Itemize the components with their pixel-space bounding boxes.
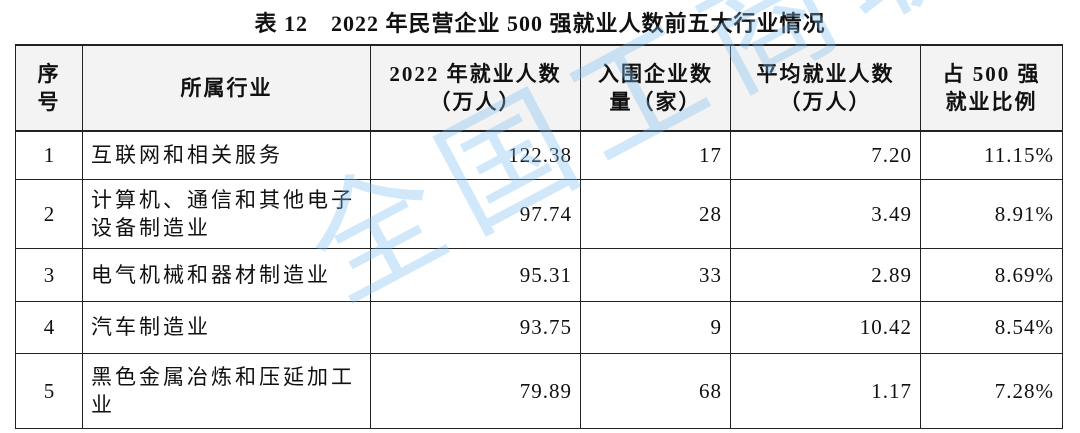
header-line: 平均就业人数: [756, 62, 895, 86]
table-cell: 互联网和相关服务: [82, 130, 371, 180]
table-cell: 79.89: [370, 352, 581, 429]
table-cell: 汽车制造业: [82, 300, 371, 354]
table-cell: 4: [15, 300, 83, 354]
table-cell: 8.91%: [920, 178, 1063, 249]
table-cell: 电气机械和器材制造业: [82, 247, 371, 302]
header-cell: 序号: [15, 44, 83, 132]
header-line: 量（家）: [609, 90, 702, 114]
table-row: 1 互联网和相关服务 122.38 17 7.20 11.15%: [15, 130, 1063, 180]
table-cell: 11.15%: [920, 130, 1063, 180]
table-cell: 7.28%: [920, 352, 1063, 429]
table-cell: 2: [15, 178, 83, 249]
header-line: 入围企业数: [598, 62, 713, 86]
table-cell: 1.17: [730, 352, 921, 429]
header-cell: 占 500 强就业比例: [920, 44, 1063, 132]
table-cell: 8.69%: [920, 247, 1063, 302]
table-row: 4 汽车制造业 93.75 9 10.42 8.54%: [15, 300, 1063, 354]
header-line: 就业比例: [945, 90, 1038, 114]
table-cell: 33: [580, 247, 731, 302]
table-cell: 3: [15, 247, 83, 302]
table-cell: 97.74: [370, 178, 581, 249]
table-cell: 95.31: [370, 247, 581, 302]
table-row: 5 黑色金属冶炼和压延加工业 79.89 68 1.17 7.28%: [15, 352, 1063, 429]
table-cell: 122.38: [370, 130, 581, 180]
table-cell: 7.20: [730, 130, 921, 180]
header-line: 号: [37, 90, 61, 114]
header-cell: 入围企业数量（家）: [580, 44, 731, 132]
header-line: 占 500 强: [942, 62, 1041, 86]
table-cell: 2.89: [730, 247, 921, 302]
table-row: 2 计算机、通信和其他电子设备制造业 97.74 28 3.49 8.91%: [15, 178, 1063, 249]
data-table: 序号 所属行业 2022 年就业人数 （万人） 入围企业数量（家） 平均就业人数 （万人） 占…: [15, 44, 1063, 429]
table-cell: 9: [580, 300, 731, 354]
table-cell: 28: [580, 178, 731, 249]
table-row: 3 电气机械和器材制造业 95.31 33 2.89 8.69%: [15, 247, 1063, 302]
header-row: 序号 所属行业 2022 年就业人数 （万人） 入围企业数量（家） 平均就业人数 （万人） 占…: [15, 44, 1063, 132]
header-cell: 2022 年就业人数 （万人）: [370, 44, 581, 132]
header-line: 序: [37, 62, 61, 86]
table-cell: 68: [580, 352, 731, 429]
table-cell: 8.54%: [920, 300, 1063, 354]
table-cell: 10.42: [730, 300, 921, 354]
table-cell: 5: [15, 352, 83, 429]
table-title: 表 12 2022 年民营企业 500 强就业人数前五大行业情况: [254, 11, 826, 36]
table-cell: 93.75: [370, 300, 581, 354]
table-cell: 17: [580, 130, 731, 180]
table-cell: 3.49: [730, 178, 921, 249]
table-body: 1 互联网和相关服务 122.38 17 7.20 11.15% 2 计算机、通信和其他电子设…: [15, 130, 1063, 429]
table-cell: 黑色金属冶炼和压延加工业: [82, 352, 371, 429]
header-line: （万人）: [429, 90, 522, 114]
header-line: 所属行业: [180, 76, 273, 100]
header-line: 2022 年就业人数: [389, 62, 562, 86]
table-cell: 计算机、通信和其他电子设备制造业: [82, 178, 371, 249]
header-cell: 平均就业人数 （万人）: [730, 44, 921, 132]
header-cell: 所属行业: [82, 44, 371, 132]
header-line: （万人）: [779, 90, 872, 114]
table-cell: 1: [15, 130, 83, 180]
